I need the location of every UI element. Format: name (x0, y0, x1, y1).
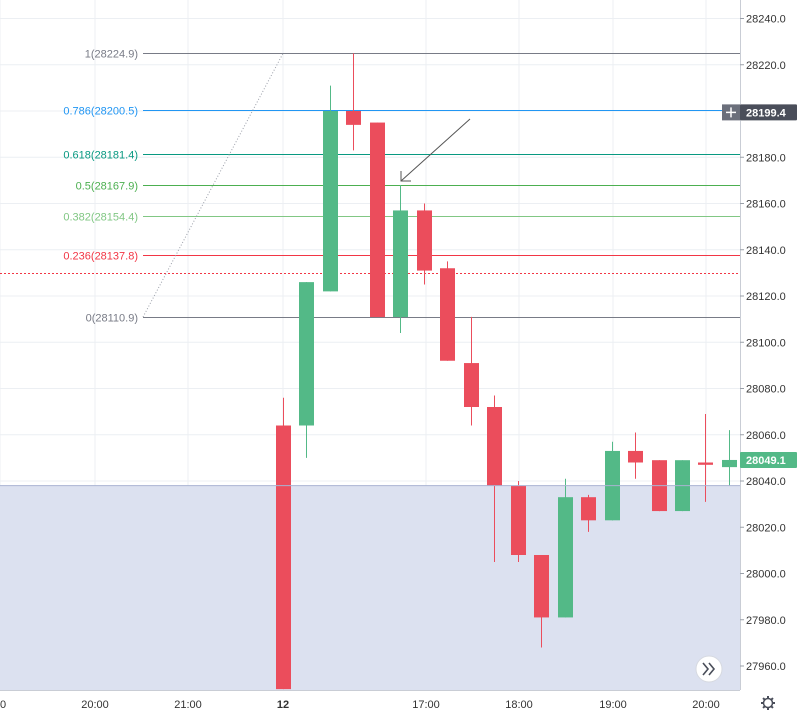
price-axis[interactable]: 27960.0 27980.0 28000.0 28020.0 28040.0 28060… (740, 0, 801, 690)
candle-body (534, 555, 549, 618)
scroll-to-realtime-button[interactable] (695, 655, 723, 683)
price-tick-label: 28220.0 (746, 60, 786, 72)
time-tick-label: 20:00 (81, 699, 109, 711)
price-tick-label: 27980.0 (746, 615, 786, 627)
price-tick-label: 28000.0 (746, 569, 786, 581)
bearish-candle (534, 555, 549, 648)
gear-icon[interactable] (761, 696, 775, 710)
fibonacci-retracement[interactable]: 1(28224.9) 0.786(28200.5) 0.618(28181.4) 0.… (63, 49, 740, 325)
price-tick-label: 27960.0 (746, 661, 786, 673)
fib-level-label: 0.618(28181.4) (63, 150, 138, 162)
price-tick-label: 28100.0 (746, 337, 786, 349)
price-tags: 28199.4 28049.1 (740, 104, 797, 468)
candle-body (323, 111, 338, 292)
price-tick-label: 28160.0 (746, 199, 786, 211)
bearish-candle (440, 261, 455, 361)
crosshair-price-tag-bg (740, 104, 797, 121)
candle-body (299, 282, 314, 426)
bearish-candle (276, 397, 291, 690)
candle-body (440, 268, 455, 361)
candle-body (511, 485, 526, 555)
fib-level-label: 0.5(28167.9) (76, 181, 138, 193)
candle-body (722, 459, 737, 468)
candle-body (558, 497, 573, 618)
price-tick-label: 28140.0 (746, 245, 786, 257)
time-tick-label: 19:00 (599, 699, 627, 711)
bearish-candle (487, 395, 502, 562)
bearish-candle (698, 413, 713, 502)
candles (276, 53, 737, 690)
bearish-candle (511, 481, 526, 562)
last-price-tag: 28049.1 (740, 451, 797, 468)
last-price-tag-bg (740, 451, 797, 468)
price-tick-label: 28120.0 (746, 291, 786, 303)
candle-body (346, 111, 361, 125)
arrow-annotation[interactable] (400, 118, 471, 182)
price-tick-label: 28080.0 (746, 384, 786, 396)
fib-level-label: 0.786(28200.5) (63, 106, 138, 118)
candle-body (370, 122, 385, 318)
bullish-candle (323, 85, 338, 292)
crosshair-plus-icon (722, 104, 740, 121)
price-tick-label: 28240.0 (746, 14, 786, 26)
bearish-candle (581, 494, 596, 532)
time-axis[interactable]: 00 20:00 21:00 12 17:00 18:00 19:00 20:00 (0, 690, 801, 712)
crosshair-price-tag-label: 28199.4 (746, 107, 787, 119)
fib-level-label: 0.236(28137.8) (63, 251, 138, 263)
bearish-candle (628, 432, 643, 479)
fib-level-label: 0(28110.9) (86, 313, 138, 325)
time-axis-bg (0, 690, 801, 712)
bullish-candle (393, 185, 408, 333)
candle-body (417, 210, 432, 271)
bullish-candle (605, 441, 620, 521)
time-tick-label: 12 (277, 699, 289, 711)
bearish-candle (417, 203, 432, 285)
crosshair-price-tag: 28199.4 (740, 104, 797, 121)
bullish-candle (722, 430, 737, 486)
time-tick-label: 20:00 (692, 699, 720, 711)
double-chevron-right-icon (702, 662, 710, 676)
bullish-candle (558, 478, 573, 618)
time-tick-label: 17:00 (412, 699, 440, 711)
arrow-line[interactable] (400, 118, 471, 182)
last-price-tag-label: 28049.1 (746, 455, 786, 467)
candle-body (628, 450, 643, 463)
candle-body (464, 363, 479, 407)
gear-body (762, 697, 774, 709)
price-tick-label: 28020.0 (746, 522, 786, 534)
time-tick-label: 18:00 (505, 699, 533, 711)
bearish-candle (346, 53, 361, 151)
price-tick-label: 28040.0 (746, 476, 786, 488)
bullish-candle (299, 282, 314, 458)
arrow-head (400, 171, 411, 182)
bearish-candle (464, 316, 479, 426)
time-tick-label: 21:00 (174, 699, 202, 711)
time-tick-label: 00 (0, 699, 6, 711)
double-chevron-right-icon (708, 662, 716, 676)
bearish-candle (370, 122, 385, 318)
candle-body (581, 497, 596, 521)
candle-body (698, 462, 713, 465)
candle-body (393, 210, 408, 318)
fib-level-label: 1(28224.9) (85, 49, 138, 61)
fib-level-label: 0.382(28154.4) (63, 212, 138, 224)
candle-body (487, 407, 502, 486)
candle-body (276, 425, 291, 690)
price-tick-label: 28180.0 (746, 152, 786, 164)
shaded-zone (0, 485, 740, 690)
price-tick-label: 28060.0 (746, 430, 786, 442)
